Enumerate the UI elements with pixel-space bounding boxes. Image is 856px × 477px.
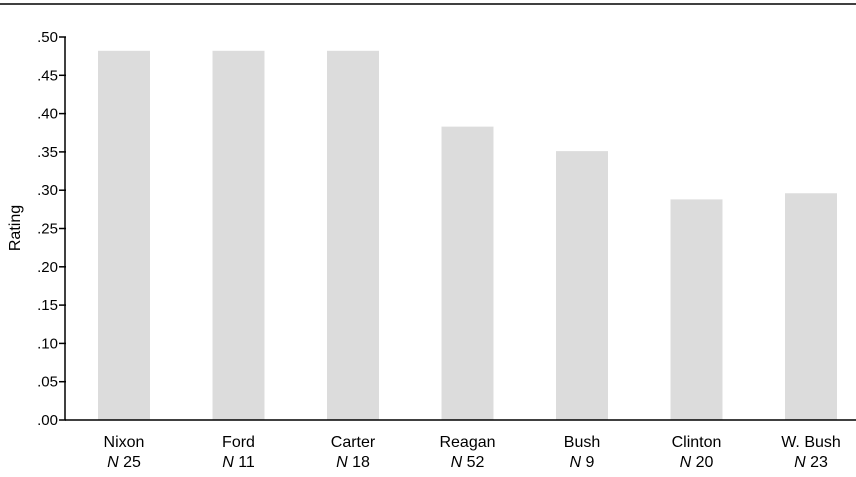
y-tick-label: .35 [37,144,58,161]
x-tick-label: Clinton [672,434,722,451]
n-count-label: N 18 [336,454,370,471]
n-prefix: N [570,454,582,471]
n-value: 20 [696,454,714,471]
n-value: 9 [586,454,595,471]
n-count-label: N 23 [794,454,828,471]
bar-bush [556,151,608,420]
n-prefix: N [222,454,234,471]
y-tick-label: .50 [37,29,58,46]
n-value: 11 [238,454,255,471]
y-tick-label: .25 [37,221,58,238]
n-value: 23 [810,454,828,471]
bar-ford [212,50,265,421]
n-count-label: N 25 [107,454,141,471]
y-axis-label: Rating [7,205,24,251]
x-axis: Nixon N 25 Ford N 11 Carter N 18 Reagan N 52 Bus… [65,419,856,471]
x-tick-label: Bush [564,434,600,451]
n-count-label: N 9 [570,454,595,471]
y-tick-label: .30 [37,182,58,199]
n-value: 52 [467,454,485,471]
y-tick-label: .45 [37,67,58,84]
y-tick-label: .20 [37,259,58,276]
n-prefix: N [107,454,119,471]
x-tick-label: Nixon [104,434,145,451]
n-prefix: N [794,454,806,471]
x-tick-label: Carter [331,434,376,451]
bar-carter [327,50,379,421]
y-tick-label: .10 [37,335,58,352]
bar-nixon [98,50,150,421]
n-prefix: N [680,454,692,471]
x-tick-label: W. Bush [781,434,841,451]
n-count-label: N 11 [222,454,255,471]
bar-reagan [441,126,494,420]
n-prefix: N [336,454,348,471]
n-count-label: N 20 [680,454,714,471]
n-value: 18 [352,454,370,471]
y-tick-label: .00 [37,412,58,429]
n-prefix: N [451,454,463,471]
y-tick-label: .05 [37,374,58,391]
y-tick-label: .15 [37,297,58,314]
bars-group [98,50,837,421]
bar-w-bush [785,193,837,420]
y-tick-label: .40 [37,106,58,123]
bar-clinton [670,199,723,420]
y-axis: .00 .05 .10 .15 .20 .25 .30 .35 .40 .45 .50 [37,29,66,429]
n-value: 25 [123,454,141,471]
n-count-label: N 52 [451,454,485,471]
x-tick-label: Ford [222,434,255,451]
x-tick-label: Reagan [439,434,495,451]
